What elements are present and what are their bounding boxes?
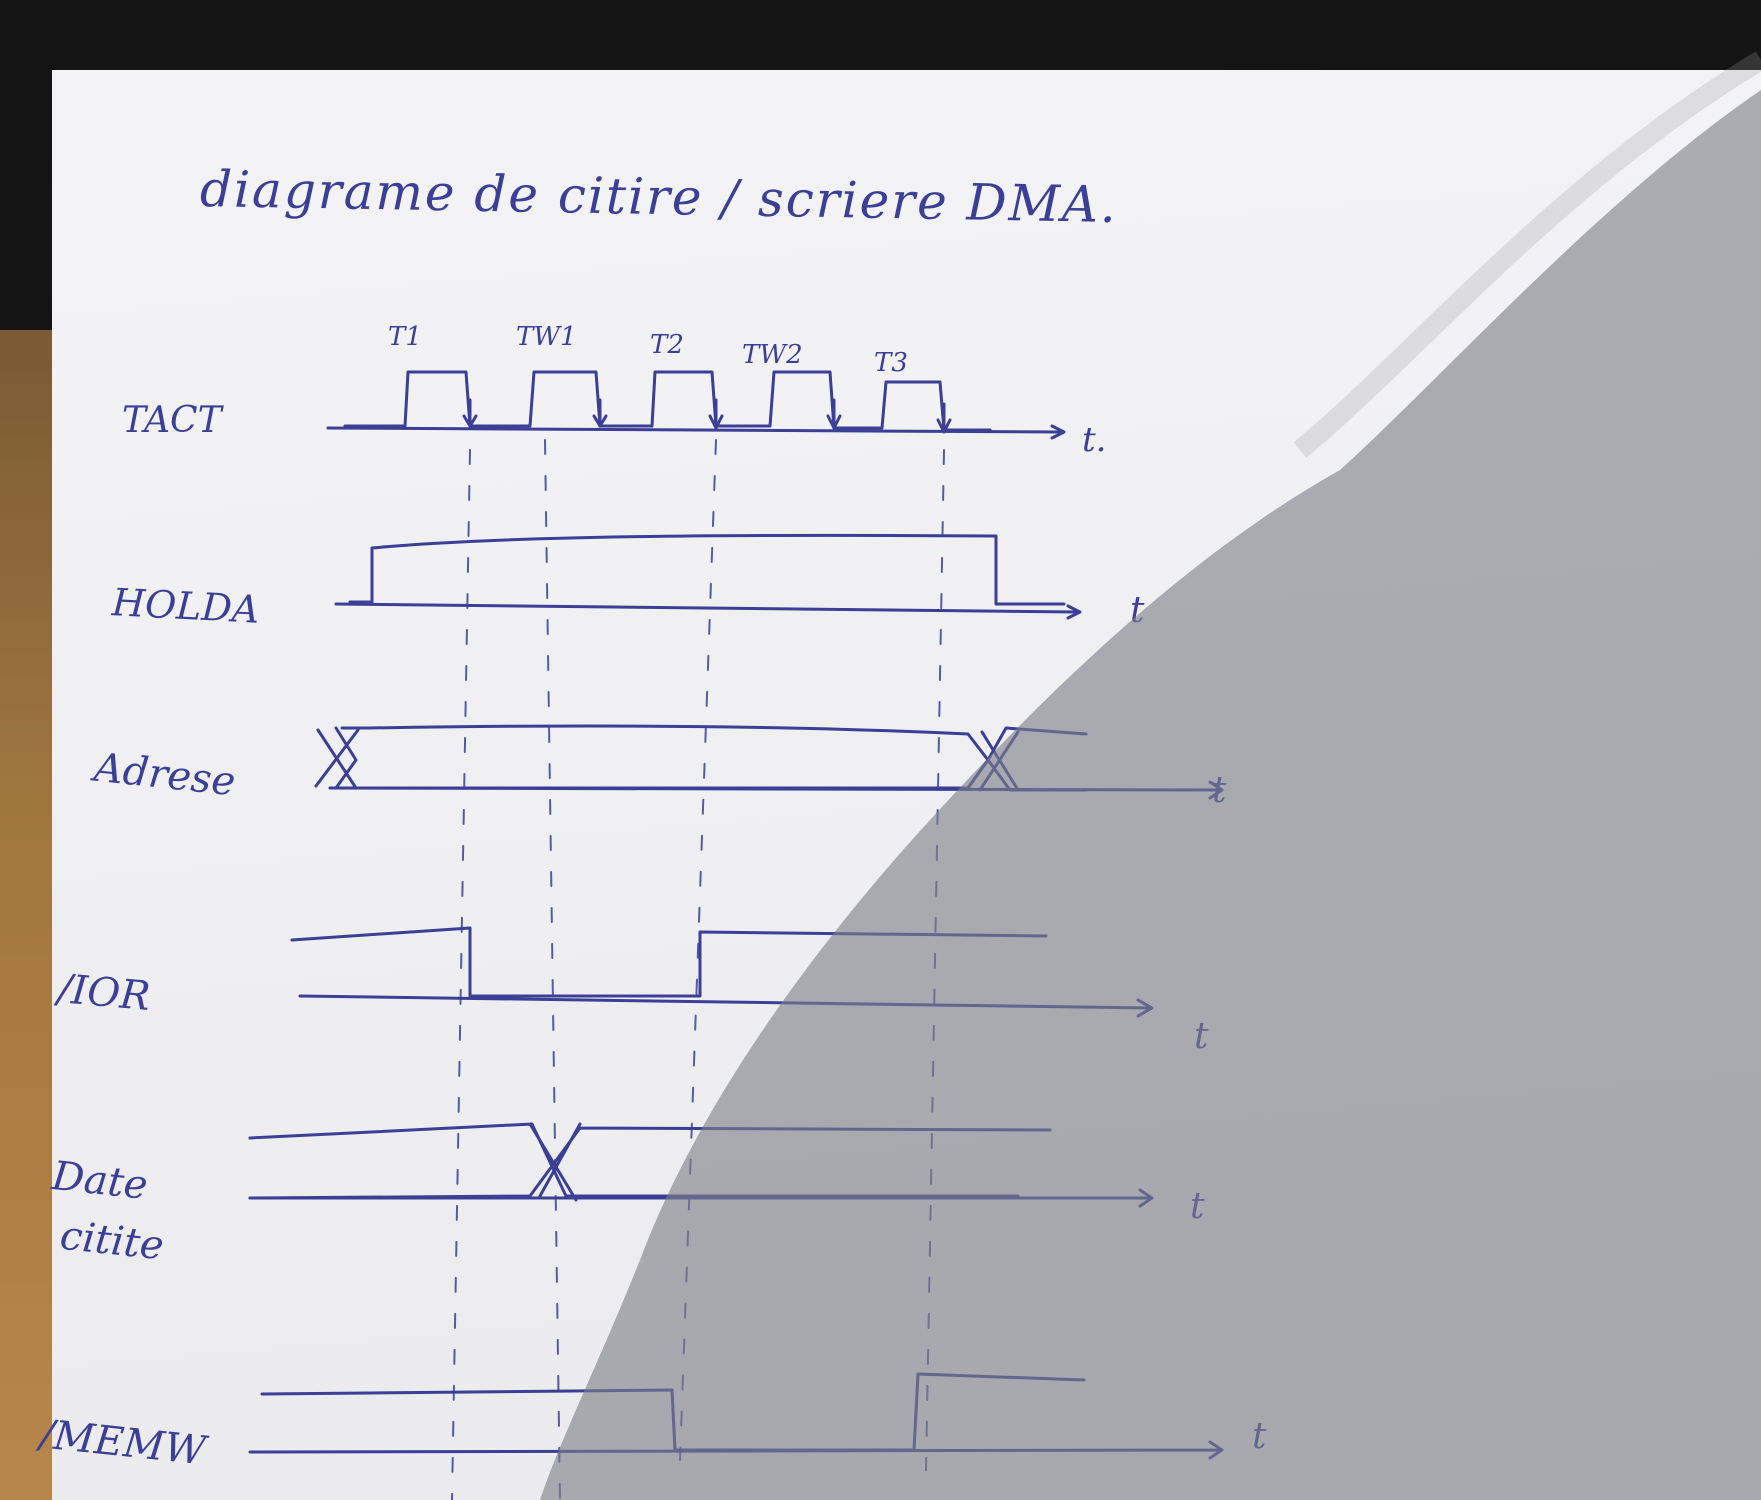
signal-label-ior: /IOR <box>56 966 153 1020</box>
signal-label-date: Date <box>49 1153 150 1209</box>
signal-label-tact: TACT <box>122 400 222 441</box>
axis-label-tact: t. <box>1082 420 1107 460</box>
signal-label-holda: HOLDA <box>110 580 261 632</box>
clock-label-t1: T1 <box>388 322 422 352</box>
axis-label-memw: t <box>1252 1416 1267 1457</box>
axis-label-date: t <box>1190 1186 1205 1227</box>
axis-label-holda: t <box>1130 590 1145 631</box>
axis-label-ior: t <box>1194 1016 1209 1057</box>
clock-label-t2: T2 <box>650 330 684 360</box>
axis-label-adrese: t <box>1212 770 1227 811</box>
paper-sheet <box>52 70 1761 1500</box>
clock-label-t3: T3 <box>874 348 908 378</box>
clock-label-tw2: TW2 <box>742 340 803 370</box>
clock-label-tw1: TW1 <box>516 322 577 352</box>
